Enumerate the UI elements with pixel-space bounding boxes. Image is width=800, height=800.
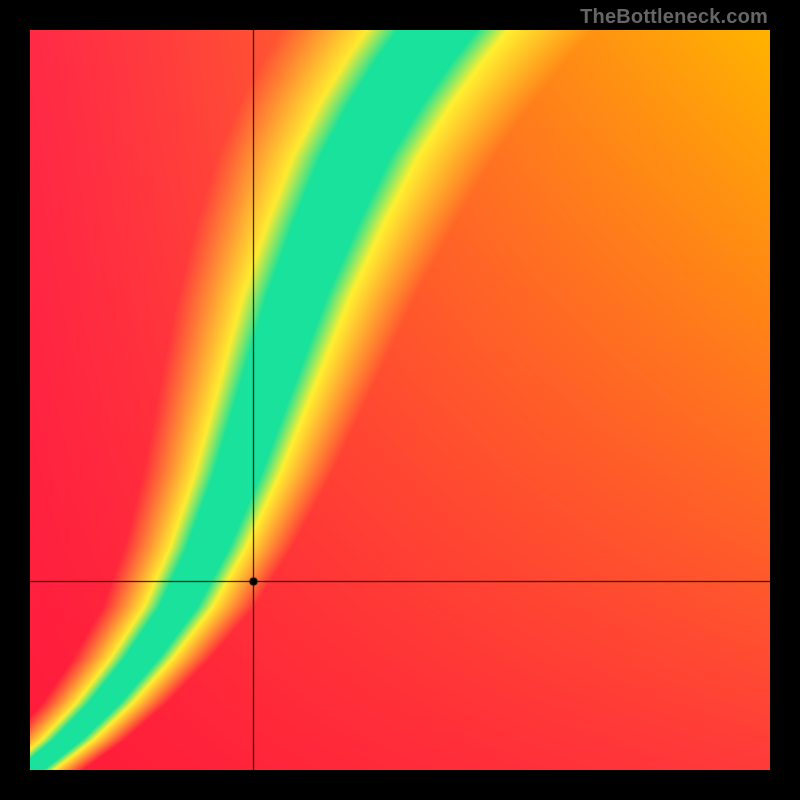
heatmap-canvas: [30, 30, 770, 770]
watermark-text: TheBottleneck.com: [580, 6, 768, 29]
